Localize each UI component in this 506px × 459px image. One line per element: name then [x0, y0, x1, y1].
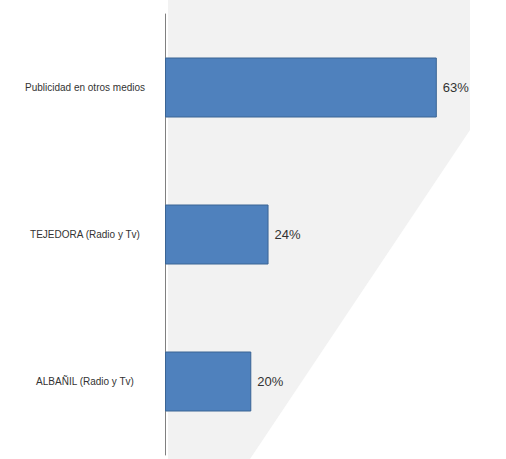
svg-text:ALBAÑIL (Radio y Tv): ALBAÑIL (Radio y Tv): [36, 375, 134, 387]
svg-text:20%: 20%: [257, 374, 283, 389]
svg-text:24%: 24%: [275, 227, 301, 242]
svg-text:Publicidad en otros medios: Publicidad en otros medios: [25, 82, 145, 93]
svg-text:TEJEDORA (Radio y Tv): TEJEDORA (Radio y Tv): [30, 229, 140, 240]
svg-text:63%: 63%: [443, 80, 469, 95]
